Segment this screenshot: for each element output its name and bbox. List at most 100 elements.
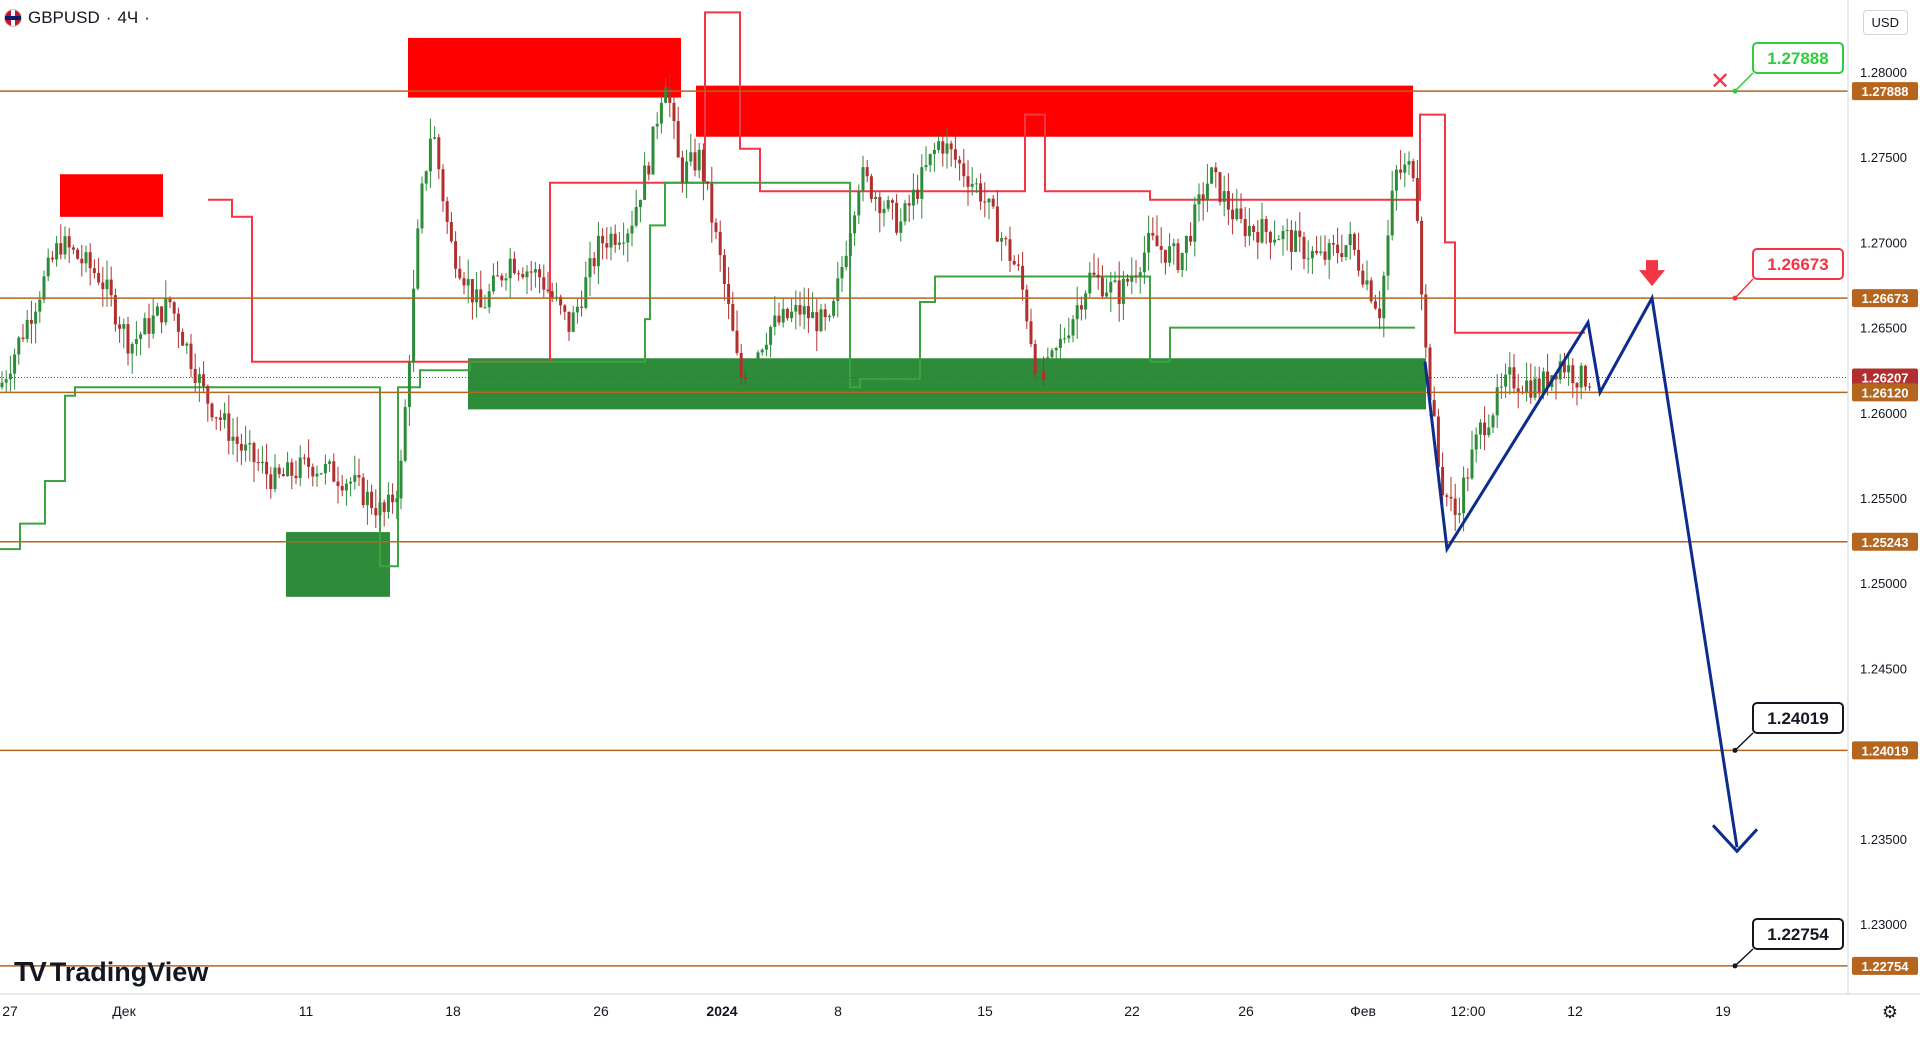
candle-body xyxy=(1315,251,1319,253)
candle-body xyxy=(1441,466,1445,496)
candle-body xyxy=(265,461,269,475)
candle-body xyxy=(1424,294,1428,348)
candle-body xyxy=(697,149,701,171)
candle-body xyxy=(1365,280,1369,285)
x-tick-label: 18 xyxy=(445,1003,461,1019)
candle-body xyxy=(508,258,512,279)
candle-body xyxy=(92,268,96,274)
candle-body xyxy=(974,183,978,185)
price-tag-text: 1.22754 xyxy=(1862,959,1910,974)
candle-body xyxy=(1012,260,1016,265)
candle-body xyxy=(235,436,239,444)
callout-label: 1.26673 xyxy=(1767,255,1828,274)
candle-body xyxy=(991,198,995,207)
settings-gear-icon[interactable]: ⚙ xyxy=(1881,1002,1898,1022)
candle-body xyxy=(189,343,193,369)
candle-body xyxy=(1155,235,1159,247)
candle-body xyxy=(496,275,500,277)
candle-body xyxy=(1466,477,1470,479)
candle-body xyxy=(269,474,273,490)
candle-body xyxy=(315,473,319,477)
candle-body xyxy=(378,502,382,516)
candle-body xyxy=(1310,251,1314,259)
candle-body xyxy=(151,315,155,334)
price-tag-bg xyxy=(1852,383,1918,402)
candle-body xyxy=(1340,253,1344,258)
gbp-flag-icon xyxy=(4,9,22,27)
candle-body xyxy=(206,386,210,404)
price-tag-bg xyxy=(1852,368,1918,387)
candle-body xyxy=(542,277,546,290)
candle-body xyxy=(197,374,201,383)
candle-body xyxy=(937,141,941,150)
candle-body xyxy=(1462,477,1466,514)
candle-body xyxy=(567,311,571,332)
candle-body xyxy=(21,337,25,339)
candle-body xyxy=(252,443,256,463)
candle-body xyxy=(260,461,264,464)
candle-body xyxy=(710,183,714,223)
symbol-header[interactable]: GBPUSD · 4Ч · xyxy=(4,8,150,28)
candle-body xyxy=(470,279,474,303)
candle-body xyxy=(1403,164,1407,173)
candle-body xyxy=(466,279,470,286)
currency-selector[interactable]: USD xyxy=(1862,10,1908,35)
candle-body xyxy=(349,481,353,484)
candle-body xyxy=(983,201,987,203)
candle-body xyxy=(227,413,231,441)
candle-body xyxy=(1390,190,1394,236)
candle-body xyxy=(1428,347,1432,401)
candle-body xyxy=(890,200,894,203)
candle-body xyxy=(538,269,542,278)
candle-body xyxy=(643,165,647,200)
candle-body xyxy=(752,364,756,370)
candle-body xyxy=(802,306,806,315)
candle-body xyxy=(895,202,899,233)
price-tag-bg xyxy=(1852,956,1918,975)
candle-body xyxy=(958,159,962,164)
candle-body xyxy=(286,462,290,477)
candle-body xyxy=(29,319,33,324)
candle-body xyxy=(487,291,491,308)
candle-body xyxy=(735,330,739,353)
candle-body xyxy=(798,305,802,315)
candle-body xyxy=(634,207,638,226)
candle-body xyxy=(391,494,395,503)
price-tag-bg xyxy=(1852,82,1918,101)
candle-body xyxy=(1415,178,1419,221)
candle-body xyxy=(1067,335,1071,339)
callout-anchor xyxy=(1732,747,1738,753)
price-axis-tag: 1.26207 xyxy=(1852,368,1918,387)
y-tick-label: 1.23000 xyxy=(1860,917,1907,932)
candle-body xyxy=(1264,218,1268,232)
candle-body xyxy=(1000,238,1004,242)
candle-body xyxy=(147,318,151,334)
candle-body xyxy=(1407,161,1411,165)
candle-body xyxy=(815,312,819,332)
candle-body xyxy=(399,460,403,499)
callout-anchor xyxy=(1732,963,1738,969)
candle-body xyxy=(1147,232,1151,253)
candle-body xyxy=(853,215,857,234)
candle-body xyxy=(546,289,550,292)
candle-body xyxy=(357,475,361,478)
candle-body xyxy=(1399,169,1403,173)
candle-body xyxy=(1567,365,1571,373)
candle-body xyxy=(223,413,227,420)
candle-body xyxy=(164,297,168,323)
candle-body xyxy=(953,149,957,160)
candle-body xyxy=(214,417,218,419)
candle-body xyxy=(861,167,865,191)
callout-pointer xyxy=(1734,732,1754,751)
candle-body xyxy=(941,141,945,154)
candle-body xyxy=(1197,194,1201,205)
candle-body xyxy=(336,481,340,487)
candle-body xyxy=(311,466,315,477)
candle-body xyxy=(638,199,642,208)
candle-body xyxy=(1373,301,1377,309)
candle-body xyxy=(122,324,126,329)
separator: · xyxy=(105,8,112,27)
supply-zone xyxy=(696,85,1413,137)
